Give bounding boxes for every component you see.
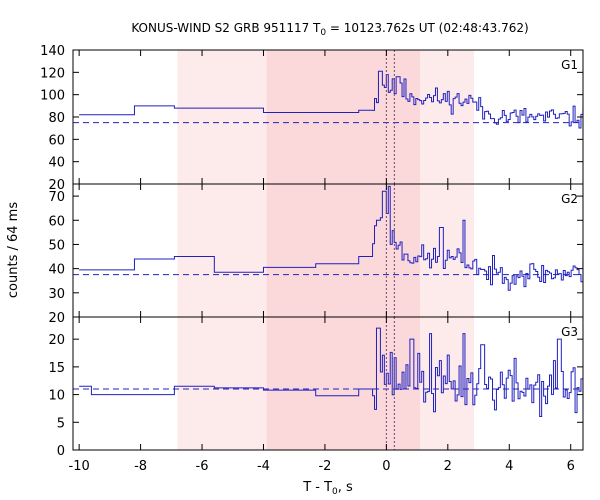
x-tick-label: 2 bbox=[444, 459, 452, 474]
y-tick-label: 70 bbox=[48, 190, 65, 205]
y-tick-label: 80 bbox=[48, 111, 65, 126]
y-tick-label: 60 bbox=[48, 133, 65, 148]
x-tick-label: -10 bbox=[69, 459, 90, 474]
y-tick-label: 40 bbox=[48, 263, 65, 278]
chart-title-group: KONUS-WIND S2 GRB 951117 T0 = 10123.762s… bbox=[131, 21, 528, 38]
y-tick-label: 30 bbox=[48, 287, 65, 302]
y-tick-label: 100 bbox=[40, 89, 65, 104]
y-tick-label: 50 bbox=[48, 238, 65, 253]
x-tick-label: -8 bbox=[134, 459, 147, 474]
y-tick-label: 120 bbox=[40, 66, 65, 81]
y-tick-label: 5 bbox=[57, 416, 65, 431]
panel-g2: 20 30 40 50 60 70 G2 bbox=[48, 183, 584, 326]
panel-label-g1: G1 bbox=[561, 58, 578, 72]
chart-title: KONUS-WIND S2 GRB 951117 T0 = 10123.762s… bbox=[131, 21, 528, 38]
x-tick-label: 4 bbox=[505, 459, 513, 474]
shaded-interval-1 bbox=[177, 50, 267, 450]
x-tick-label: -4 bbox=[257, 459, 270, 474]
x-tick-label: -6 bbox=[196, 459, 209, 474]
x-tick-label: -2 bbox=[318, 459, 331, 474]
x-tick-label: 0 bbox=[382, 459, 390, 474]
panel-g1: 20 40 60 80 100 120 140 G1 bbox=[40, 44, 584, 193]
panel-frame-g3 bbox=[72, 316, 584, 451]
y-tick-label: 140 bbox=[40, 44, 65, 59]
y-tick-label: 20 bbox=[48, 178, 65, 193]
panel-label-g2: G2 bbox=[561, 192, 578, 206]
y-tick-label: 15 bbox=[48, 361, 65, 376]
x-axis-title: T - T0, s bbox=[302, 480, 353, 497]
series-line-g1 bbox=[79, 70, 584, 129]
y-axis-title: counts / 64 ms bbox=[6, 202, 21, 298]
y-tick-label: 10 bbox=[48, 389, 65, 404]
y-tick-label: 40 bbox=[48, 156, 65, 171]
y-tick-label: 20 bbox=[48, 333, 65, 348]
y-tick-label: 0 bbox=[57, 444, 65, 459]
series-line-g2 bbox=[79, 185, 584, 291]
y-tick-label: 20 bbox=[48, 311, 65, 326]
panel-g3: 0 5 10 15 20 G3 bbox=[48, 316, 584, 459]
panel-label-g3: G3 bbox=[561, 325, 578, 339]
x-tick-label: 6 bbox=[567, 459, 575, 474]
y-tick-label: 60 bbox=[48, 214, 65, 229]
